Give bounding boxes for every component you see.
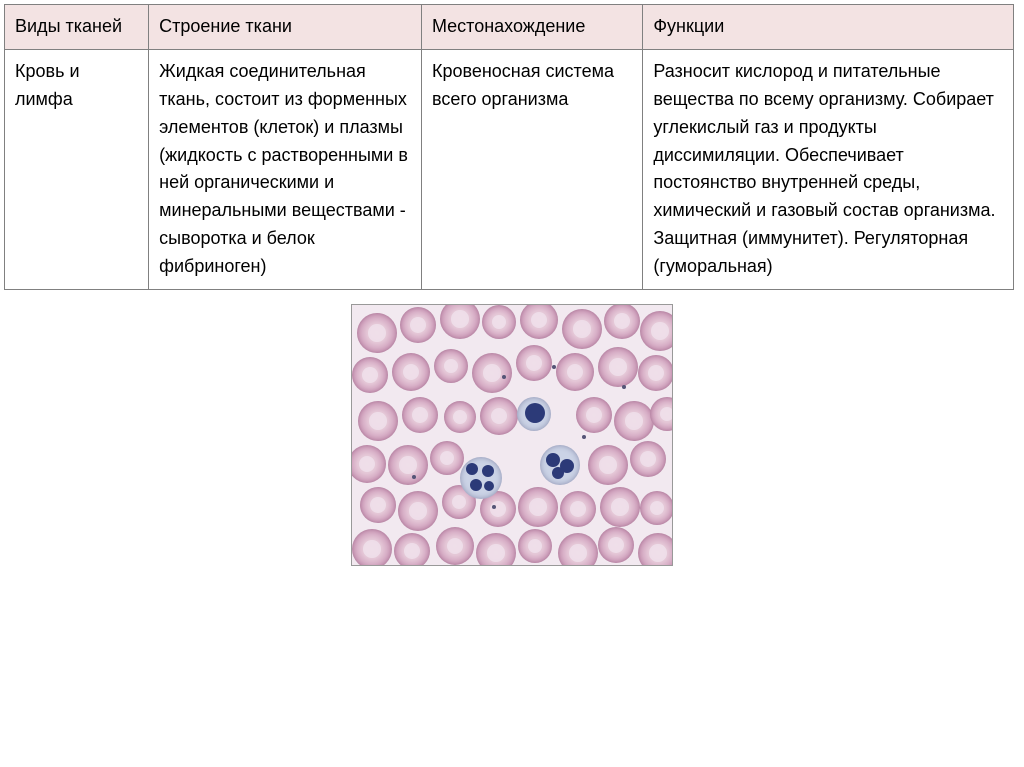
- platelet: [502, 375, 506, 379]
- red-blood-cell: [444, 401, 476, 433]
- platelet: [492, 505, 496, 509]
- tissue-table: Виды тканей Строение ткани Местонахожден…: [4, 4, 1014, 290]
- red-blood-cell: [436, 527, 474, 565]
- red-blood-cell: [638, 355, 673, 391]
- cell-tissue-type: Кровь и лимфа: [5, 49, 149, 289]
- red-blood-cell: [394, 533, 430, 566]
- red-blood-cell: [430, 441, 464, 475]
- red-blood-cell: [640, 491, 673, 525]
- col-header-0: Виды тканей: [5, 5, 149, 50]
- red-blood-cell: [392, 353, 430, 391]
- red-blood-cell: [472, 353, 512, 393]
- blood-smear-micrograph: [351, 304, 673, 566]
- red-blood-cell: [398, 491, 438, 531]
- col-header-3: Функции: [643, 5, 1014, 50]
- col-header-2: Местонахождение: [421, 5, 642, 50]
- platelet: [582, 435, 586, 439]
- red-blood-cell: [650, 397, 673, 431]
- red-blood-cell: [520, 304, 558, 339]
- red-blood-cell: [518, 487, 558, 527]
- red-blood-cell: [351, 445, 386, 483]
- red-blood-cell: [357, 313, 397, 353]
- red-blood-cell: [434, 349, 468, 383]
- red-blood-cell: [562, 309, 602, 349]
- red-blood-cell: [388, 445, 428, 485]
- platelet: [412, 475, 416, 479]
- red-blood-cell: [480, 397, 518, 435]
- platelet: [622, 385, 626, 389]
- red-blood-cell: [352, 357, 388, 393]
- cell-functions: Разносит кислород и питательные вещества…: [643, 49, 1014, 289]
- red-blood-cell: [614, 401, 654, 441]
- red-blood-cell: [400, 307, 436, 343]
- red-blood-cell: [598, 527, 634, 563]
- red-blood-cell: [558, 533, 598, 566]
- col-header-1: Строение ткани: [149, 5, 422, 50]
- red-blood-cell: [402, 397, 438, 433]
- cell-location: Кровеносная система всего организма: [421, 49, 642, 289]
- platelet: [552, 365, 556, 369]
- red-blood-cell: [600, 487, 640, 527]
- red-blood-cell: [476, 533, 516, 566]
- red-blood-cell: [360, 487, 396, 523]
- red-blood-cell: [640, 311, 673, 351]
- red-blood-cell: [358, 401, 398, 441]
- red-blood-cell: [440, 304, 480, 339]
- white-blood-cell: [540, 445, 580, 485]
- white-blood-cell: [460, 457, 502, 499]
- cell-structure: Жидкая соединительная ткань, состоит из …: [149, 49, 422, 289]
- red-blood-cell: [518, 529, 552, 563]
- red-blood-cell: [516, 345, 552, 381]
- red-blood-cell: [576, 397, 612, 433]
- red-blood-cell: [560, 491, 596, 527]
- red-blood-cell: [556, 353, 594, 391]
- red-blood-cell: [482, 305, 516, 339]
- white-blood-cell: [517, 397, 551, 431]
- red-blood-cell: [604, 304, 640, 339]
- red-blood-cell: [598, 347, 638, 387]
- red-blood-cell: [588, 445, 628, 485]
- table-row: Кровь и лимфа Жидкая соединительная ткан…: [5, 49, 1014, 289]
- red-blood-cell: [630, 441, 666, 477]
- red-blood-cell: [352, 529, 392, 566]
- red-blood-cell: [638, 533, 673, 566]
